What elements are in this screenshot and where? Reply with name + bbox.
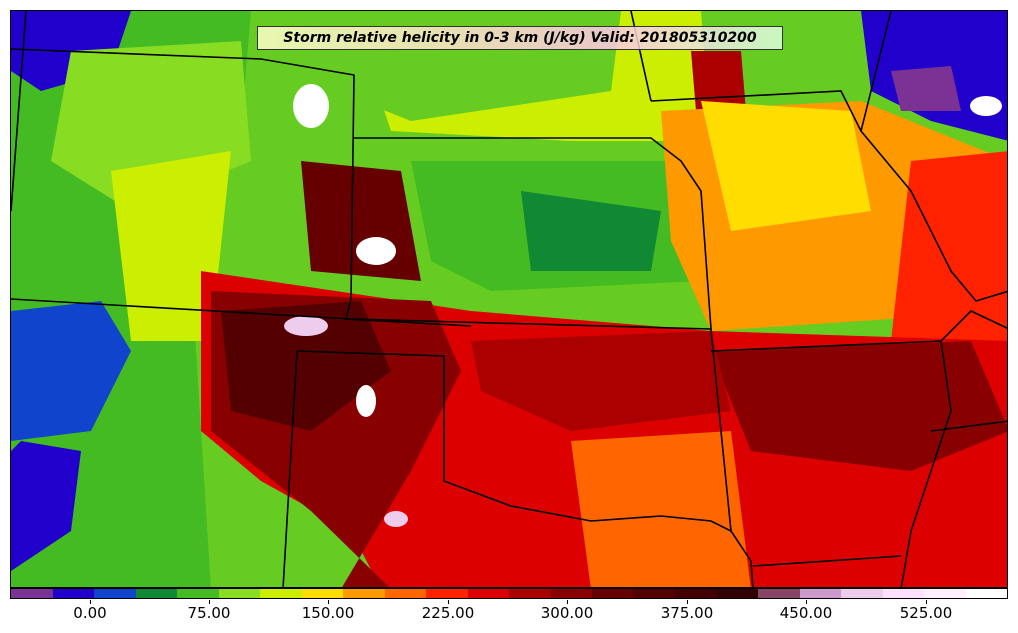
colorbar-segment xyxy=(467,589,509,598)
boundary-9 xyxy=(650,90,1007,302)
region-east-core xyxy=(711,341,1007,471)
region-west-blue-2 xyxy=(11,441,81,571)
region-kansas-core xyxy=(471,331,731,431)
region-ne-purple xyxy=(891,66,961,111)
colorbar-segment xyxy=(965,589,1007,598)
region-nebraska-dark xyxy=(521,191,661,271)
colorbar-segment xyxy=(218,589,260,598)
colorbar-tick-label: 225.00 xyxy=(421,604,475,622)
boundary-4 xyxy=(344,298,472,327)
colorbar xyxy=(10,588,1008,599)
colorbar-segment xyxy=(260,589,302,598)
colorbar-segment xyxy=(550,589,592,598)
region-west-blue-1 xyxy=(11,301,131,441)
extreme-6 xyxy=(970,96,1002,116)
colorbar-tick xyxy=(328,600,329,604)
colorbar-tick xyxy=(926,600,927,604)
extreme-3 xyxy=(284,316,328,336)
extreme-1 xyxy=(293,84,329,128)
colorbar-tick-label: 150.00 xyxy=(301,604,355,622)
colorbar-tick xyxy=(90,600,91,604)
colorbar-segment xyxy=(592,589,634,598)
colorbar-segment xyxy=(841,589,883,598)
colorbar-ticks: 0.00 75.00 150.00 225.00 300.00 375.00 450.00 5… xyxy=(10,600,1008,628)
colorbar-tick xyxy=(806,600,807,604)
extreme-4 xyxy=(356,385,376,417)
colorbar-segment xyxy=(799,589,841,598)
colorbar-segment xyxy=(882,589,924,598)
extreme-2 xyxy=(356,237,396,265)
colorbar-segment xyxy=(11,589,53,598)
state-boundaries xyxy=(11,11,1007,587)
boundary-1 xyxy=(11,48,355,300)
region-south-orange xyxy=(571,431,751,587)
colorbar-tick-label: 0.00 xyxy=(73,604,107,622)
colorbar-segment xyxy=(384,589,426,598)
boundary-12 xyxy=(900,340,952,587)
colorbar-segment xyxy=(343,589,385,598)
map-title-box: Storm relative helicity in 0-3 km (J/kg)… xyxy=(257,26,783,50)
boundary-13 xyxy=(752,555,902,567)
helicity-field xyxy=(11,11,1007,587)
colorbar-segment xyxy=(509,589,551,598)
colorbar-tick-label: 375.00 xyxy=(660,604,714,622)
colorbar-segment xyxy=(758,589,800,598)
colorbar-tick xyxy=(209,600,210,604)
colorbar-segment xyxy=(633,589,675,598)
colorbar-tick-label: 450.00 xyxy=(779,604,833,622)
map-panel: Storm relative helicity in 0-3 km (J/kg)… xyxy=(10,10,1008,588)
colorbar-tick-label: 300.00 xyxy=(540,604,594,622)
colorbar-tick xyxy=(448,600,449,604)
colorbar-tick xyxy=(567,600,568,604)
boundary-6 xyxy=(282,350,298,587)
boundary-14 xyxy=(930,420,1007,432)
colorbar-segment xyxy=(924,589,966,598)
colorbar-tick-label: 525.00 xyxy=(899,604,953,622)
boundary-8 xyxy=(710,310,1007,352)
colorbar-segment xyxy=(177,589,219,598)
map-title: Storm relative helicity in 0-3 km (J/kg)… xyxy=(283,30,757,46)
boundary-15 xyxy=(11,11,27,212)
colorbar-segment xyxy=(426,589,468,598)
colorbar-segment xyxy=(301,589,343,598)
boundary-5 xyxy=(296,350,754,587)
colorbar-tick xyxy=(687,600,688,604)
region-central-yellow xyxy=(701,101,871,231)
colorbar-tick-label: 75.00 xyxy=(187,604,231,622)
colorbar-segment xyxy=(94,589,136,598)
colorbar-segment xyxy=(135,589,177,598)
region-core-maroon xyxy=(221,301,391,431)
colorbar-segment xyxy=(52,589,94,598)
region-ne-spot xyxy=(691,51,746,111)
boundary-2 xyxy=(354,137,712,330)
colorbar-segment xyxy=(716,589,758,598)
boundary-11 xyxy=(860,11,892,132)
boundary-7 xyxy=(710,328,732,532)
extreme-5 xyxy=(384,511,408,527)
colorbar-segment xyxy=(675,589,717,598)
